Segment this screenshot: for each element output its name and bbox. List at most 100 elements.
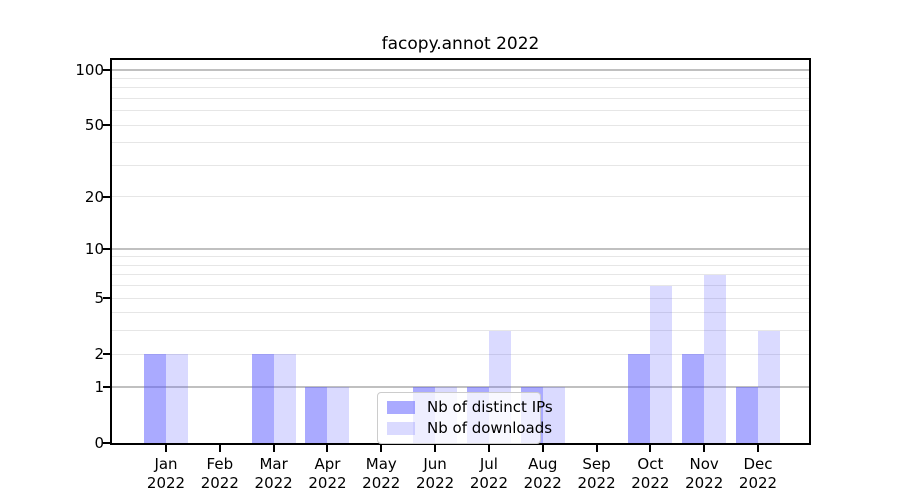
x-tick-label-month: Nov: [689, 455, 719, 473]
y-tick-mark-20: [103, 195, 110, 198]
gridline-minor-80: [112, 87, 809, 89]
x-tick-mark-aug: [541, 445, 544, 452]
y-tick-mark-2: [103, 353, 110, 356]
x-tick-mark-apr: [326, 445, 329, 452]
x-tick-mark-sep: [595, 445, 598, 452]
y-tick-label-1: 1: [94, 377, 104, 396]
x-tick-label-month: Jun: [423, 455, 447, 473]
gridline-minor-7: [112, 274, 809, 276]
x-tick-label-nov: Nov 2022: [659, 455, 749, 493]
x-tick-label-mar: Mar 2022: [229, 455, 319, 493]
x-tick-label-month: Apr: [314, 455, 341, 473]
bar-mar-distinct-ips: [251, 354, 274, 443]
x-tick-label-may: May 2022: [336, 455, 426, 493]
x-tick-mark-jan: [165, 445, 167, 452]
bar-apr-downloads: [327, 386, 350, 443]
x-tick-label-month: Feb: [206, 455, 234, 473]
x-tick-label-year: 2022: [738, 474, 778, 492]
legend-swatch-downloads-icon: [387, 421, 415, 435]
x-tick-mark-jun: [434, 445, 437, 452]
y-tick-label-5: 5: [94, 289, 104, 308]
x-tick-label-year: 2022: [362, 474, 401, 492]
y-tick-mark-50: [103, 124, 110, 127]
x-tick-label-year: 2022: [469, 474, 508, 492]
x-tick-mark-feb: [218, 445, 221, 452]
x-tick-mark-dec: [757, 445, 759, 452]
x-tick-label-year: 2022: [685, 474, 724, 492]
x-tick-mark-mar: [272, 445, 275, 452]
bar-nov-downloads: [704, 274, 727, 443]
x-tick-label-apr: Apr 2022: [282, 455, 372, 493]
gridline-minor-9: [112, 256, 809, 258]
y-tick-label-10: 10: [84, 240, 104, 259]
gridline-minor-2: [112, 353, 809, 355]
x-tick-label-month: Oct: [637, 455, 664, 473]
x-tick-mark-may: [380, 445, 383, 452]
gridline-minor-40: [112, 142, 809, 144]
gridline-major-100: [112, 69, 809, 71]
x-tick-label-year: 2022: [631, 474, 670, 492]
bar-aug-downloads: [542, 386, 565, 443]
x-tick-label-month: May: [365, 455, 397, 473]
gridline-minor-3: [112, 330, 809, 332]
bar-jan-downloads: [166, 354, 188, 443]
bar-nov-distinct-ips: [682, 354, 705, 443]
x-tick-mark-oct: [649, 445, 652, 452]
gridline-major-10: [112, 248, 809, 251]
x-tick-label-year: 2022: [415, 474, 455, 492]
x-tick-mark-jul: [487, 445, 490, 452]
x-tick-label-year: 2022: [254, 474, 293, 492]
x-tick-label-jul: Jul 2022: [444, 455, 534, 493]
x-tick-label-sep: Sep 2022: [552, 455, 642, 493]
x-tick-label-month: Jul: [479, 455, 498, 473]
gridline-minor-6: [112, 285, 809, 287]
gridline-minor-30: [112, 164, 809, 166]
x-tick-label-year: 2022: [523, 474, 562, 492]
x-tick-label-year: 2022: [308, 474, 347, 492]
x-tick-label-year: 2022: [146, 474, 186, 492]
x-tick-label-year: 2022: [200, 474, 239, 492]
y-tick-label-50: 50: [84, 116, 104, 135]
plot-area: [110, 58, 811, 445]
x-tick-label-month: Dec: [743, 455, 773, 473]
y-tick-mark-10: [103, 248, 110, 251]
x-tick-label-month: Jan: [154, 455, 178, 473]
bar-dec-downloads: [758, 330, 780, 443]
y-tick-mark-0: [103, 442, 110, 444]
x-tick-label-oct: Oct 2022: [605, 455, 695, 493]
gridline-major-1: [112, 385, 809, 388]
x-tick-label-month: Sep: [582, 455, 611, 473]
bar-oct-distinct-ips: [628, 354, 651, 443]
chart-title: facopy.annot 2022: [381, 34, 540, 54]
x-tick-label-month: Mar: [259, 455, 288, 473]
gridline-minor-8: [112, 264, 809, 266]
y-tick-label-2: 2: [94, 345, 104, 364]
x-tick-label-dec: Dec 2022: [713, 455, 803, 493]
legend-label-distinct-ips: Nb of distinct IPs: [427, 398, 553, 416]
gridline-minor-20: [112, 196, 809, 198]
x-tick-label-jun: Jun 2022: [390, 455, 480, 493]
x-tick-label-jan: Jan 2022: [121, 455, 211, 493]
y-tick-label-20: 20: [84, 187, 104, 206]
x-tick-mark-nov: [703, 445, 706, 452]
gridline-minor-50: [112, 124, 809, 126]
legend: Nb of distinct IPs Nb of downloads: [377, 392, 553, 444]
bar-oct-downloads: [650, 285, 673, 443]
bar-apr-distinct-ips: [305, 386, 328, 443]
legend-item-distinct-ips: Nb of distinct IPs: [387, 398, 553, 416]
bar-mar-downloads: [273, 354, 296, 443]
legend-item-downloads: Nb of downloads: [387, 419, 552, 437]
x-tick-label-year: 2022: [577, 474, 616, 492]
x-tick-label-aug: Aug 2022: [498, 455, 588, 493]
gridline-minor-60: [112, 110, 809, 112]
gridline-minor-5: [112, 297, 809, 299]
y-tick-mark-5: [103, 297, 110, 300]
y-tick-mark-100: [103, 69, 110, 71]
x-tick-label-feb: Feb 2022: [175, 455, 265, 493]
bar-jan-distinct-ips: [144, 354, 166, 443]
gridline-minor-70: [112, 97, 809, 99]
gridline-minor-4: [112, 312, 809, 314]
legend-swatch-distinct-ips-icon: [387, 400, 415, 414]
gridline-minor-90: [112, 77, 809, 79]
